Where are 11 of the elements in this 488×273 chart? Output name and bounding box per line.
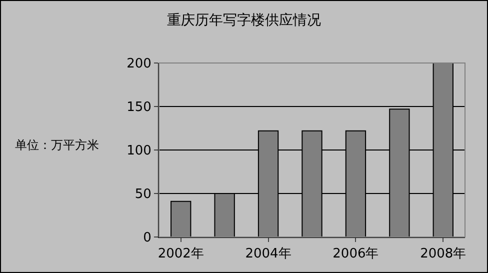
chart-title: 重庆历年写字楼供应情况 (167, 12, 321, 28)
y-tick-label: 200 (126, 56, 152, 72)
x-tick-label: 2004年 (245, 246, 292, 262)
y-axis-title: 单位：万平方米 (15, 137, 99, 154)
y-tick-label: 150 (126, 100, 152, 116)
x-tick-label: 2006年 (332, 246, 379, 262)
y-tick-label: 100 (126, 144, 152, 159)
y-tick-label: 0 (143, 230, 152, 246)
x-tick-label: 2008年 (420, 246, 466, 262)
y-tick-label: 50 (134, 187, 152, 202)
x-tick-label: 2002年 (158, 246, 204, 262)
